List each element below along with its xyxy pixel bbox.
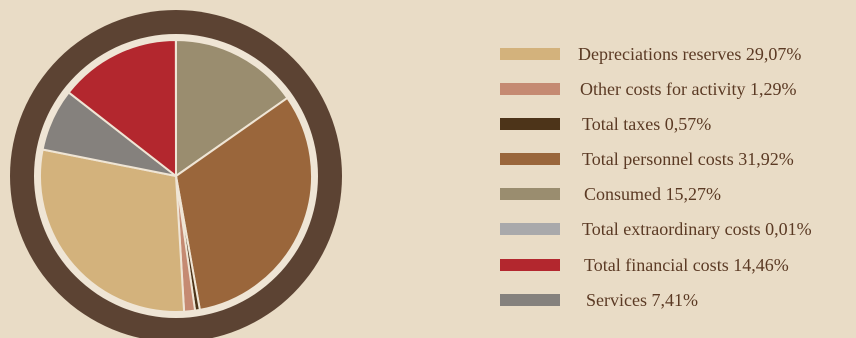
legend-label: Services 7,41% [586,290,698,310]
legend-swatch [500,118,560,130]
legend-label: Depreciations reserves 29,07% [578,44,802,64]
legend-label: Total taxes 0,57% [582,114,712,134]
pie-slices [39,38,313,313]
legend-swatch [500,259,560,271]
legend-label: Consumed 15,27% [584,184,721,204]
legend-item: Total extraordinary costs 0,01% [500,217,812,241]
legend-swatch [500,48,560,60]
legend-swatch [500,294,560,306]
legend-label: Total financial costs 14,46% [584,255,789,275]
legend-item: Other costs for activity 1,29% [500,77,796,101]
pie-slice [175,96,313,311]
legend-item: Depreciations reserves 29,07% [500,42,801,66]
legend-swatch [500,223,560,235]
legend-item: Total personnel costs 31,92% [500,147,794,171]
legend-label: Other costs for activity 1,29% [580,79,797,99]
pie-slice [39,148,186,313]
legend-label: Total personnel costs 31,92% [582,149,794,169]
legend-item: Total financial costs 14,46% [500,253,789,277]
pie-slice [175,39,289,177]
legend-item: Total taxes 0,57% [500,112,711,136]
legend-swatch [500,188,560,200]
legend-item: Consumed 15,27% [500,182,721,206]
pie-slice [67,39,177,177]
legend-item: Services 7,41% [500,288,698,312]
legend-label: Total extraordinary costs 0,01% [582,219,812,239]
legend-swatch [500,153,560,165]
legend-swatch [500,83,560,95]
